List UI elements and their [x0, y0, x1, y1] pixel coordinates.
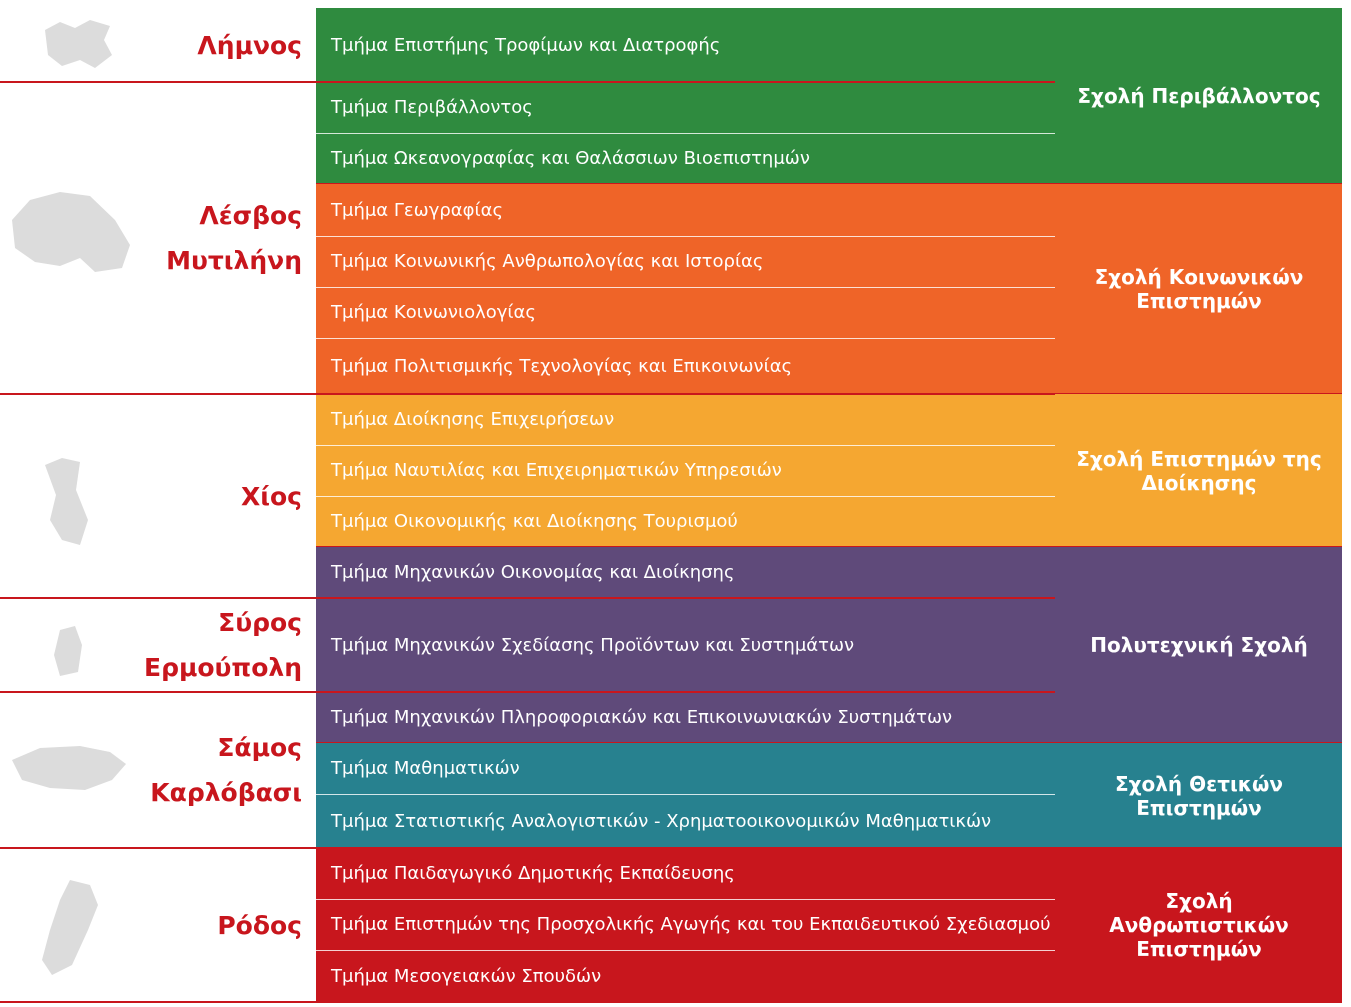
school-band: [316, 8, 1342, 184]
department: Τμήμα Κοινωνικής Ανθρωπολογίας και Ιστορ…: [331, 251, 764, 272]
island-name: Ρόδος: [217, 910, 302, 940]
department: Τμήμα Μηχανικών Σχεδίασης Προϊόντων και …: [331, 634, 855, 656]
island-border: [0, 847, 1055, 849]
separator: [316, 794, 1055, 795]
department: Τμήμα Μηχανικών Πληροφοριακών και Επικοι…: [331, 707, 953, 728]
separator: [316, 236, 1055, 237]
island-border: [0, 597, 1055, 599]
island-border: [0, 81, 1055, 83]
separator: [316, 287, 1055, 288]
island-border: [0, 1001, 1055, 1003]
department: Τμήμα Επιστημών της Προσχολικής Αγωγής κ…: [331, 914, 1051, 935]
island-shape: [12, 746, 126, 790]
school-band: [316, 848, 1342, 1002]
island-name: Σάμος: [217, 733, 302, 762]
island-name: Μυτιλήνη: [166, 246, 302, 275]
department: Τμήμα Γεωγραφίας: [331, 199, 504, 221]
school-name: Σχολή Επιστημών της Διοίκησης: [1076, 446, 1322, 495]
island-maps: [12, 20, 130, 975]
school-name: Πολυτεχνική Σχολή: [1090, 633, 1308, 657]
island-name: Σύρος: [218, 608, 302, 637]
school-name: Σχολή Ανθρωπιστικών Επιστημών: [1109, 889, 1289, 961]
island-name: Χίος: [240, 481, 302, 511]
school-band: [316, 743, 1342, 848]
department: Τμήμα Μεσογειακών Σπουδών: [331, 965, 602, 987]
school-band: [316, 394, 1342, 547]
school-name: Σχολή Κοινωνικών Επιστημών: [1094, 265, 1304, 313]
department: Τμήμα Οικονομικής και Διοίκησης Τουρισμο…: [331, 511, 738, 532]
island-name: Καρλόβασι: [150, 778, 302, 807]
island-shape: [45, 458, 88, 545]
island-shape: [42, 880, 98, 975]
island-border: [0, 393, 1055, 395]
school-name: Σχολή Θετικών Επιστημών: [1114, 771, 1284, 820]
department: Τμήμα Μηχανικών Οικονομίας και Διοίκησης: [331, 562, 735, 583]
island-shape: [54, 626, 82, 676]
separator: [316, 338, 1055, 339]
department: Τμήμα Παιδαγωγικό Δημοτικής Εκπαίδευσης: [331, 863, 735, 884]
island-name: Λέσβος: [199, 201, 302, 230]
island-shape: [12, 192, 130, 272]
department: Τμήμα Κοινωνιολογίας: [331, 302, 536, 323]
school-band: [316, 547, 1342, 743]
island-name: Λήμνος: [197, 30, 302, 60]
department: Τμήμα Επιστήμης Τροφίμων και Διατροφής: [331, 34, 721, 56]
separator: [316, 133, 1055, 134]
separator: [316, 899, 1055, 900]
department: Τμήμα Πολιτισμικής Τεχνολογίας και Επικο…: [331, 355, 793, 377]
island-border: [0, 691, 1055, 693]
department: Τμήμα Στατιστικής Αναλογιστικών - Χρηματ…: [331, 810, 992, 832]
separator: [316, 950, 1055, 951]
school-name: Σχολή Περιβάλλοντος: [1077, 84, 1321, 108]
department: Τμήμα Διοίκησης Επιχειρήσεων: [331, 409, 615, 430]
school-band: [316, 184, 1342, 394]
island-name: Ερμούπολη: [144, 653, 302, 682]
separator: [316, 496, 1055, 497]
department: Τμήμα Περιβάλλοντος: [331, 97, 533, 118]
department: Τμήμα Μαθηματικών: [331, 758, 520, 779]
department: Τμήμα Ωκεανογραφίας και Θαλάσσιων Βιοεπι…: [331, 148, 810, 169]
department: Τμήμα Ναυτιλίας και Επιχειρηματικών Υπηρ…: [331, 460, 782, 481]
separator: [316, 445, 1055, 446]
island-shape: [45, 20, 112, 68]
